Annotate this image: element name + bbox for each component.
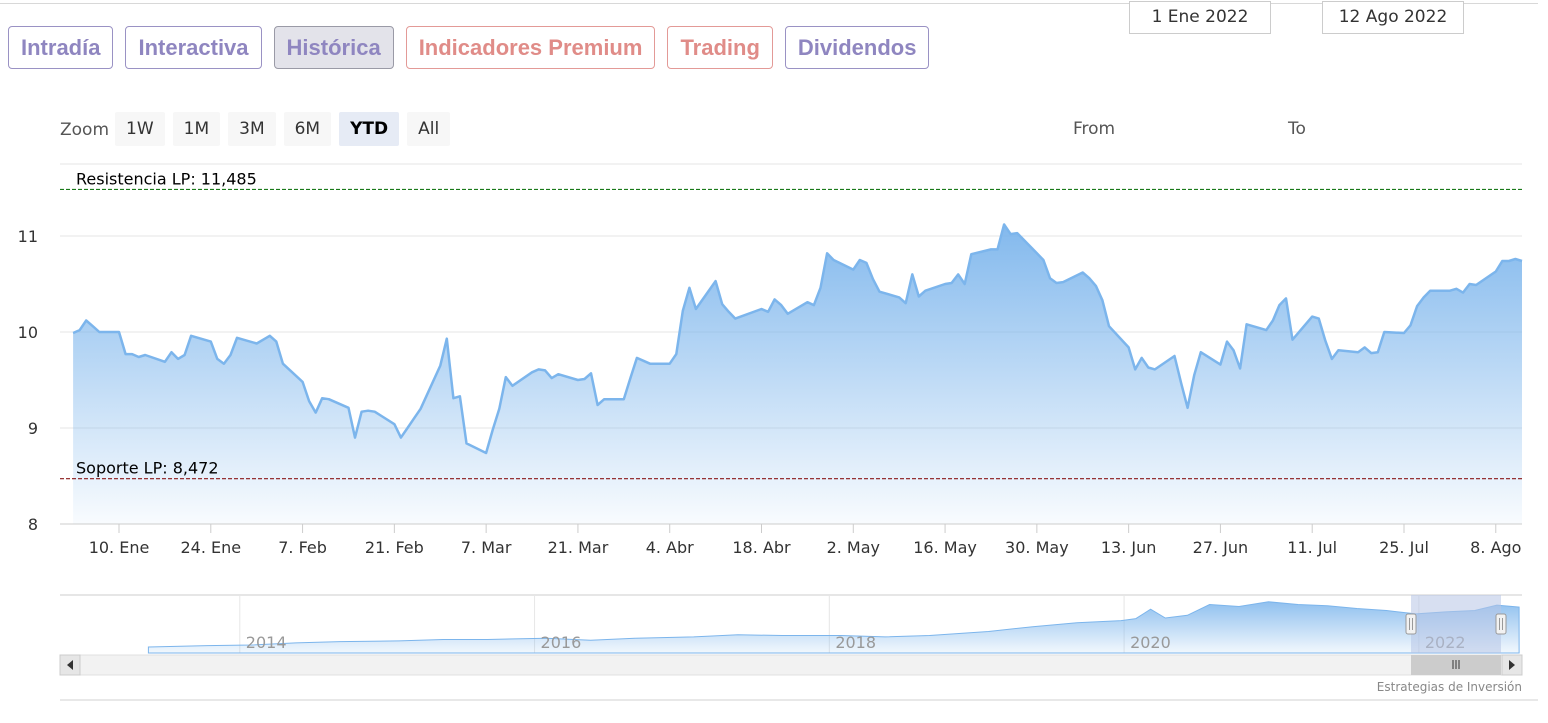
zoom-button-all[interactable]: All bbox=[407, 112, 451, 146]
y-tick-label: 8 bbox=[28, 515, 38, 534]
tab-interactiva[interactable]: Interactiva bbox=[125, 26, 262, 69]
price-area bbox=[73, 224, 1523, 524]
range-to-group: To bbox=[1288, 112, 1306, 146]
from-date-input[interactable]: 1 Ene 2022 bbox=[1129, 1, 1271, 34]
zoom-label: Zoom bbox=[60, 120, 110, 140]
price-line bbox=[72, 223, 1523, 455]
tab-historica[interactable]: Histórica bbox=[273, 26, 394, 69]
x-tick-label: 24. Ene bbox=[180, 538, 241, 557]
zoom-button-3m[interactable]: 3M bbox=[228, 112, 276, 146]
navigator-selection-mask[interactable] bbox=[1411, 595, 1501, 653]
x-tick-label: 7. Mar bbox=[461, 538, 512, 557]
x-tick-label: 27. Jun bbox=[1193, 538, 1249, 557]
x-tick-label: 13. Jun bbox=[1101, 538, 1157, 557]
x-tick-label: 7. Feb bbox=[278, 538, 327, 557]
tab-indicadores-premium[interactable]: Indicadores Premium bbox=[405, 26, 656, 69]
y-tick-label: 11 bbox=[18, 227, 38, 246]
scrollbar-track[interactable] bbox=[59, 654, 1523, 676]
tab-intradia[interactable]: Intradía bbox=[8, 26, 114, 69]
navigator-year-label: 2020 bbox=[1130, 633, 1171, 652]
navigator-area bbox=[147, 601, 1520, 654]
x-tick-label: 2. May bbox=[827, 538, 880, 557]
y-tick-label: 9 bbox=[28, 419, 38, 438]
x-axis-ticks: 10. Ene 24. Ene 7. Feb 21. Feb 7. Mar 21. Mar… bbox=[89, 524, 1521, 557]
x-tick-label: 4. Abr bbox=[646, 538, 694, 557]
resistance-label: Resistencia LP: 11,485 bbox=[76, 169, 257, 188]
navigator-year-label: 2016 bbox=[541, 633, 582, 652]
support-label: Soporte LP: 8,472 bbox=[76, 459, 219, 478]
x-tick-label: 18. Abr bbox=[732, 538, 791, 557]
tab-dividendos[interactable]: Dividendos bbox=[784, 26, 930, 69]
zoom-button-1m[interactable]: 1M bbox=[172, 112, 221, 146]
scrollbar-grip-icon bbox=[1452, 660, 1460, 669]
x-tick-label: 8. Ago bbox=[1470, 538, 1521, 557]
range-selector-zoom: Zoom 1W 1M 3M 6M YTD All bbox=[60, 112, 458, 146]
navigator-year-label: 2018 bbox=[835, 633, 876, 652]
y-tick-label: 10 bbox=[18, 323, 38, 342]
x-tick-label: 10. Ene bbox=[89, 538, 150, 557]
x-tick-label: 25. Jul bbox=[1379, 538, 1429, 557]
navigator-right-handle[interactable] bbox=[1495, 613, 1507, 635]
to-label: To bbox=[1288, 119, 1306, 139]
top-rule bbox=[0, 3, 1538, 4]
scrollbar-left-arrow-icon[interactable] bbox=[59, 654, 81, 676]
zoom-button-6m[interactable]: 6M bbox=[283, 112, 332, 146]
x-tick-label: 30. May bbox=[1005, 538, 1069, 557]
x-tick-label: 21. Mar bbox=[548, 538, 609, 557]
navigator-left-handle[interactable] bbox=[1405, 613, 1417, 635]
x-tick-label: 16. May bbox=[913, 538, 977, 557]
tab-trading[interactable]: Trading bbox=[667, 26, 773, 69]
scrollbar-right-arrow-icon[interactable] bbox=[1501, 654, 1523, 676]
x-tick-label: 21. Feb bbox=[365, 538, 424, 557]
navigator-year-label: 2014 bbox=[246, 633, 287, 652]
to-date-input[interactable]: 12 Ago 2022 bbox=[1322, 1, 1464, 34]
range-from-group: From bbox=[1073, 112, 1115, 146]
from-label: From bbox=[1073, 119, 1116, 139]
credit-text: Estrategias de Inversión bbox=[1377, 680, 1522, 694]
zoom-button-1w[interactable]: 1W bbox=[115, 112, 165, 146]
zoom-button-ytd[interactable]: YTD bbox=[339, 112, 400, 146]
y-axis-ticks: 8 9 10 11 bbox=[18, 227, 38, 534]
x-tick-label: 11. Jul bbox=[1287, 538, 1337, 557]
tab-bar: Intradía Interactiva Histórica Indicador… bbox=[8, 26, 930, 69]
